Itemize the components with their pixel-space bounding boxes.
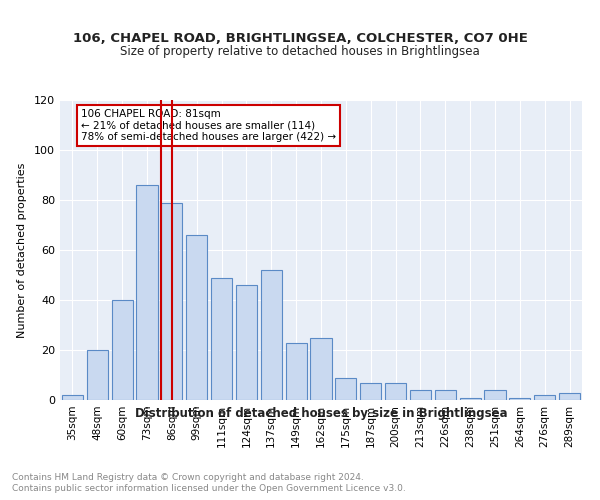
- Text: Contains HM Land Registry data © Crown copyright and database right 2024.: Contains HM Land Registry data © Crown c…: [12, 472, 364, 482]
- Bar: [410, 390, 431, 400]
- Text: Contains public sector information licensed under the Open Government Licence v3: Contains public sector information licen…: [12, 484, 406, 493]
- Bar: [136, 185, 158, 400]
- Bar: [460, 398, 481, 400]
- Bar: [335, 378, 356, 400]
- Bar: [87, 350, 108, 400]
- Bar: [186, 235, 207, 400]
- Bar: [509, 398, 530, 400]
- Bar: [236, 285, 257, 400]
- Bar: [310, 338, 332, 400]
- Bar: [211, 278, 232, 400]
- Text: Distribution of detached houses by size in Brightlingsea: Distribution of detached houses by size …: [134, 408, 508, 420]
- Bar: [484, 390, 506, 400]
- Bar: [534, 395, 555, 400]
- Y-axis label: Number of detached properties: Number of detached properties: [17, 162, 27, 338]
- Text: 106 CHAPEL ROAD: 81sqm
← 21% of detached houses are smaller (114)
78% of semi-de: 106 CHAPEL ROAD: 81sqm ← 21% of detached…: [81, 109, 336, 142]
- Text: 106, CHAPEL ROAD, BRIGHTLINGSEA, COLCHESTER, CO7 0HE: 106, CHAPEL ROAD, BRIGHTLINGSEA, COLCHES…: [73, 32, 527, 46]
- Bar: [261, 270, 282, 400]
- Bar: [112, 300, 133, 400]
- Text: Size of property relative to detached houses in Brightlingsea: Size of property relative to detached ho…: [120, 45, 480, 58]
- Bar: [161, 202, 182, 400]
- Bar: [435, 390, 456, 400]
- Bar: [559, 392, 580, 400]
- Bar: [62, 395, 83, 400]
- Bar: [385, 382, 406, 400]
- Bar: [360, 382, 381, 400]
- Bar: [286, 342, 307, 400]
